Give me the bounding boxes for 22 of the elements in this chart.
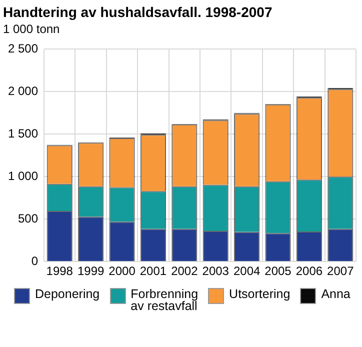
x-tick-label: 1999 — [77, 264, 104, 278]
y-tick-label: 0 — [31, 254, 38, 268]
y-tick-label: 1 000 — [8, 168, 38, 183]
legend-label: Anna — [321, 287, 350, 301]
y-tick-label: 2 000 — [8, 84, 38, 98]
legend-label: Forbrenning av restavfall — [130, 287, 198, 313]
x-tick-label: 2003 — [202, 264, 230, 278]
y-tick-label: 1 500 — [8, 126, 38, 140]
legend-label: Utsortering — [229, 287, 290, 301]
x-tick-label: 2002 — [171, 264, 198, 278]
x-tick-label: 2007 — [327, 264, 354, 278]
legend-label: Deponering — [35, 287, 100, 301]
y-tick-label: 500 — [18, 211, 38, 226]
x-tick-label: 2000 — [108, 264, 136, 278]
y-tick-label: 2 500 — [8, 42, 38, 56]
x-tick-label: 1998 — [46, 264, 74, 278]
x-tick-label: 2004 — [233, 264, 260, 278]
y-axis-title: 1 000 tonn — [2, 22, 61, 36]
x-tick-label: 2005 — [264, 264, 292, 278]
x-tick-label: 2001 — [140, 264, 167, 278]
x-tick-label: 2006 — [296, 264, 323, 278]
chart-title: Handtering av hushaldsavfall. 1998-2007 — [2, 3, 274, 22]
